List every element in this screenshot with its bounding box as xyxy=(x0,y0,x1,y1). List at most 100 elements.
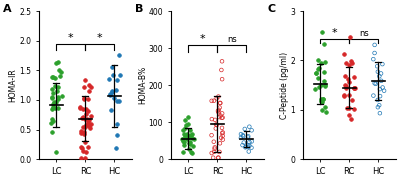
Point xyxy=(52,76,58,79)
Point xyxy=(351,87,358,89)
Point xyxy=(53,151,59,154)
Point xyxy=(88,86,94,89)
Point xyxy=(346,81,353,84)
Point xyxy=(215,111,222,114)
Point xyxy=(371,51,378,54)
Point xyxy=(218,69,224,71)
Point xyxy=(52,62,59,64)
Point xyxy=(188,134,194,136)
Point xyxy=(218,114,224,117)
Point xyxy=(48,76,55,79)
Point xyxy=(87,126,93,129)
Point xyxy=(81,85,88,88)
Point xyxy=(216,150,223,153)
Point xyxy=(49,107,56,110)
Point xyxy=(113,147,120,150)
Point xyxy=(55,106,62,109)
Point xyxy=(319,108,325,111)
Point xyxy=(110,73,117,76)
Y-axis label: HOMA-B%: HOMA-B% xyxy=(138,66,147,104)
Point xyxy=(81,98,88,101)
Point xyxy=(185,123,192,126)
Point xyxy=(318,83,324,86)
Text: *: * xyxy=(97,33,103,43)
Point xyxy=(82,141,88,143)
Point xyxy=(77,107,83,110)
Point xyxy=(189,152,195,154)
Point xyxy=(84,118,90,120)
Point xyxy=(48,117,55,120)
Point xyxy=(82,156,88,159)
Point xyxy=(108,91,115,93)
Point xyxy=(82,108,89,111)
Point xyxy=(322,106,328,109)
Point xyxy=(315,76,321,79)
Text: C: C xyxy=(267,4,276,14)
Point xyxy=(181,140,188,143)
Point xyxy=(184,132,190,135)
Point xyxy=(322,85,328,87)
Point xyxy=(180,137,186,140)
Point xyxy=(82,125,88,128)
Point xyxy=(88,122,94,125)
Text: *: * xyxy=(200,34,206,44)
Point xyxy=(87,114,94,117)
Point xyxy=(212,146,218,149)
Point xyxy=(50,105,56,108)
Point xyxy=(219,126,225,129)
Point xyxy=(78,145,84,148)
Point xyxy=(216,116,222,118)
Point xyxy=(55,61,61,64)
Point xyxy=(375,106,381,109)
Point xyxy=(377,112,383,115)
Point xyxy=(315,67,321,70)
Point xyxy=(312,71,319,74)
Point xyxy=(208,134,215,137)
Point xyxy=(218,136,224,139)
Point xyxy=(109,90,115,93)
Point xyxy=(116,54,122,57)
Point xyxy=(350,76,357,79)
Point xyxy=(51,101,57,103)
Point xyxy=(78,156,85,159)
Point xyxy=(215,95,222,98)
Point xyxy=(114,99,120,102)
Point xyxy=(212,118,218,121)
Point xyxy=(375,70,381,73)
Point xyxy=(344,107,350,110)
Point xyxy=(116,99,122,102)
Point xyxy=(186,141,193,143)
Point xyxy=(114,78,120,81)
Point xyxy=(214,123,220,126)
Point xyxy=(215,156,222,159)
Point xyxy=(220,131,226,134)
Point xyxy=(245,135,252,138)
Point xyxy=(185,135,191,138)
Text: *: * xyxy=(332,28,338,39)
Point xyxy=(188,133,195,136)
Point xyxy=(346,113,352,116)
Point xyxy=(78,117,85,120)
Point xyxy=(219,132,225,135)
Point xyxy=(210,140,217,143)
Point xyxy=(83,112,90,115)
Point xyxy=(114,123,120,125)
Point xyxy=(318,100,325,103)
Point xyxy=(114,134,120,137)
Point xyxy=(248,146,255,149)
Point xyxy=(58,70,65,73)
Point xyxy=(219,60,225,63)
Point xyxy=(85,97,91,100)
Point xyxy=(242,127,248,130)
Point xyxy=(84,145,91,148)
Y-axis label: HOMA-IR: HOMA-IR xyxy=(9,68,18,102)
Point xyxy=(106,94,113,97)
Point xyxy=(240,141,247,144)
Point xyxy=(54,89,60,92)
Point xyxy=(180,144,187,147)
Point xyxy=(187,128,193,131)
Point xyxy=(82,151,89,154)
Point xyxy=(216,108,222,111)
Point xyxy=(220,138,226,141)
Point xyxy=(349,98,355,101)
